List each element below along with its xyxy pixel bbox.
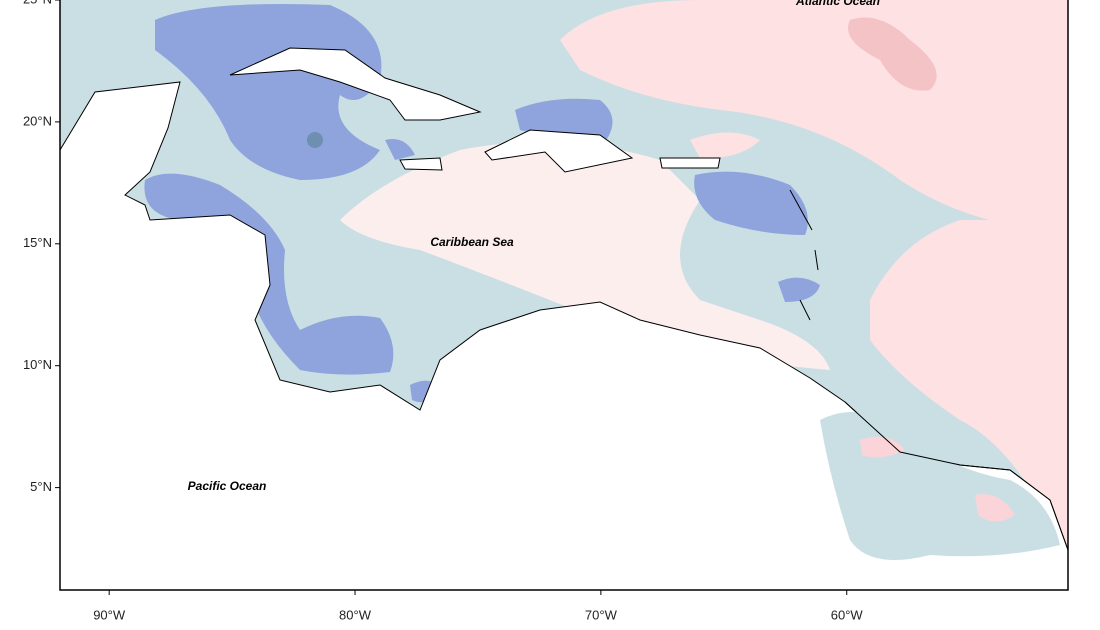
negative-anomaly — [385, 139, 415, 160]
lon-tick-label: 70°W — [585, 607, 618, 622]
puerto-rico — [659, 157, 721, 169]
strong-negative-anomaly — [307, 132, 323, 148]
lat-tick-label: 5°N — [30, 479, 52, 494]
ocean-label: Atlantic Ocean — [795, 0, 880, 8]
lon-tick-label: 60°W — [831, 607, 864, 622]
ocean-label: Caribbean Sea — [430, 235, 514, 249]
strong-positive-anomaly — [848, 17, 937, 91]
negative-anomaly — [155, 4, 382, 180]
map-area — [60, 0, 1068, 590]
positive-anomaly — [860, 436, 1015, 522]
lat-tick-label: 10°N — [23, 357, 52, 372]
map-frame — [59, 0, 1069, 591]
islands — [789, 189, 819, 321]
cuba — [229, 47, 482, 121]
lon-tick-label: 80°W — [339, 607, 372, 622]
negative-anomaly — [778, 277, 820, 302]
coastline — [844, 401, 1068, 551]
lat-tick-label: 20°N — [23, 113, 52, 128]
positive-anomaly — [870, 220, 1068, 560]
lon-tick-label: 90°W — [93, 607, 126, 622]
negative-anomaly — [694, 171, 808, 235]
positive-anomaly — [690, 132, 760, 159]
lat-tick-label: 25°N — [23, 0, 52, 6]
hispaniola — [484, 129, 634, 173]
jamaica — [399, 157, 443, 171]
positive-anomaly — [340, 142, 830, 370]
lat-tick-label: 15°N — [23, 235, 52, 250]
ocean-label: Pacific Ocean — [188, 479, 267, 493]
positive-anomaly — [560, 0, 1068, 300]
